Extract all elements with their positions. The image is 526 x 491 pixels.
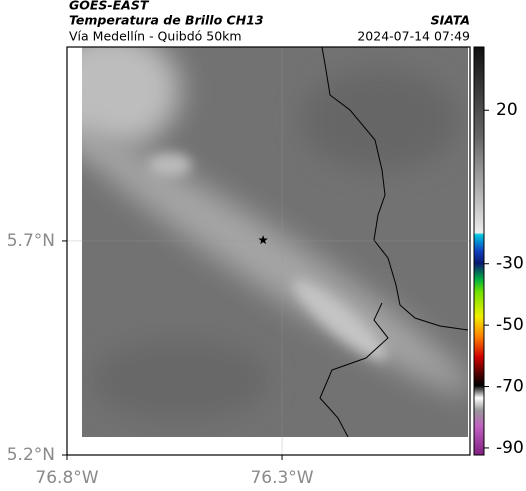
colorbar-tick-label: -90 bbox=[496, 438, 524, 458]
source: SIATA bbox=[431, 13, 470, 28]
map-frame bbox=[66, 46, 471, 456]
subtitle: Temperatura de Brillo CH13 bbox=[69, 13, 264, 28]
colorbar-tick-label: 20 bbox=[496, 100, 518, 120]
y-tick-label: 5.7°N bbox=[7, 231, 55, 251]
x-tick-label: 76.8°W bbox=[35, 468, 98, 488]
location-marker bbox=[258, 235, 268, 245]
timestamp: 2024-07-14 07:49 bbox=[357, 29, 470, 44]
route: Vía Medellín - Quibdó 50km bbox=[69, 29, 242, 44]
colorbar bbox=[473, 46, 485, 456]
colorbar-tick-label: -50 bbox=[496, 315, 524, 335]
colorbar-tick-label: -70 bbox=[496, 377, 524, 397]
colorbar-tick-label: -30 bbox=[496, 254, 524, 274]
y-tick-label: 5.2°N bbox=[7, 445, 55, 465]
title: GOES-EAST bbox=[69, 0, 150, 13]
satellite-image bbox=[82, 47, 468, 437]
x-tick-label: 76.3°W bbox=[250, 468, 313, 488]
